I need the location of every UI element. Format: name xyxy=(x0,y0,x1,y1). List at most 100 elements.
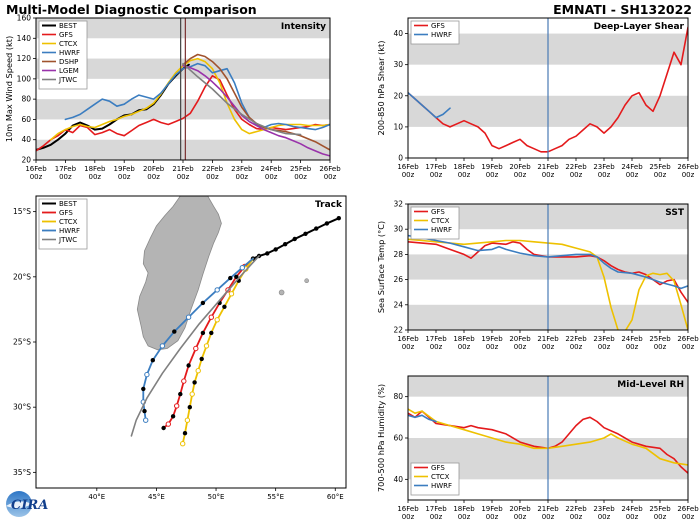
x-tick-label: 00z xyxy=(654,513,667,521)
x-tick-label: 24Feb xyxy=(261,165,283,173)
legend-label: HWRF xyxy=(59,49,80,57)
x-tick-label: 16Feb xyxy=(397,335,419,343)
legend-box xyxy=(410,462,460,496)
x-tick-label: 00z xyxy=(265,173,278,181)
track-point-hwrf xyxy=(214,287,220,293)
y-axis-title: 700-500 hPa Humidity (%) xyxy=(376,384,386,492)
track-point-gfs xyxy=(170,414,176,419)
cira-logo-text: CIRA xyxy=(11,498,48,513)
legend-label: DSHP xyxy=(59,58,78,66)
x-tick-label: 00z xyxy=(458,343,471,351)
y-tick-label: 60 xyxy=(21,115,31,124)
x-tick-label: 21Feb xyxy=(172,165,194,173)
x-tick-label: 23Feb xyxy=(593,505,615,513)
series-gfs xyxy=(36,75,330,152)
y-tick-label: 15°S xyxy=(13,207,31,216)
track-point-ctcx xyxy=(199,356,204,362)
series-jtwc xyxy=(182,62,302,136)
track-point-gfs xyxy=(174,403,180,409)
x-tick-label: 23Feb xyxy=(231,165,253,173)
track-point-ctcx xyxy=(222,304,227,309)
x-tick-label: 22Feb xyxy=(202,165,224,173)
y-tick-label: 0 xyxy=(398,154,403,163)
series-ctcx xyxy=(408,238,688,330)
x-tick-label: 00z xyxy=(30,173,43,181)
x-tick-label: 25Feb xyxy=(290,165,312,173)
y-tick-label: 40 xyxy=(393,29,403,38)
shaded-band xyxy=(36,99,330,120)
x-tick-label: 00z xyxy=(682,343,695,351)
track-point-best xyxy=(283,242,288,247)
track-point-hwrf xyxy=(159,343,166,349)
y-tick-label: 30 xyxy=(393,225,403,234)
x-tick-label: 19Feb xyxy=(481,163,503,171)
x-tick-label: 00z xyxy=(458,513,471,521)
x-tick-label: 17Feb xyxy=(55,165,77,173)
x-tick-label: 18Feb xyxy=(453,505,475,513)
cira-logo: CIRA xyxy=(4,489,54,523)
y-tick-label: 10 xyxy=(393,122,403,131)
x-tick-label: 25Feb xyxy=(649,505,671,513)
track-point-gfs xyxy=(234,274,239,279)
track-point-best xyxy=(265,251,270,256)
x-tick-label: 00z xyxy=(486,343,499,351)
track-point-ctcx xyxy=(184,417,191,423)
y-tick-label: 20°S xyxy=(13,272,31,281)
track-point-best xyxy=(303,231,308,236)
track-point-gfs xyxy=(165,421,172,427)
track-point-gfs xyxy=(181,378,187,384)
legend-label: GFS xyxy=(59,209,73,217)
x-tick-label: 00z xyxy=(514,513,527,521)
x-tick-label: 00z xyxy=(514,343,527,351)
series-ctcx xyxy=(181,257,254,445)
x-tick-label: 20Feb xyxy=(509,335,531,343)
cira-swoosh-icon xyxy=(6,501,32,509)
y-tick-label: 30 xyxy=(393,60,403,69)
track-point-ctcx xyxy=(180,441,186,447)
track-point-hwrf xyxy=(200,300,206,306)
x-tick-label: 00z xyxy=(89,173,102,181)
y-tick-label: 24 xyxy=(393,300,403,309)
legend-box xyxy=(38,20,88,90)
x-tick-label: 00z xyxy=(682,171,695,179)
track-point-best xyxy=(292,236,297,242)
track-point-gfs xyxy=(200,330,206,336)
panel-label: Track xyxy=(315,200,343,210)
x-tick-label: 24Feb xyxy=(621,505,643,513)
track-point-hwrf xyxy=(141,386,146,392)
panel-label: Deep-Layer Shear xyxy=(594,22,685,32)
x-tick-label: 00z xyxy=(324,173,337,181)
legend-label: HWRF xyxy=(431,226,452,234)
legend-label: BEST xyxy=(59,22,78,30)
legend-label: GFS xyxy=(431,464,445,472)
x-tick-label: 00z xyxy=(486,171,499,179)
shear-panel: 01020304016Feb00z17Feb00z18Feb00z19Feb00… xyxy=(376,17,699,179)
x-tick-label: 40°E xyxy=(88,493,105,501)
x-tick-label: 20Feb xyxy=(509,505,531,513)
x-tick-label: 00z xyxy=(570,343,583,351)
x-tick-label: 17Feb xyxy=(425,163,447,171)
y-tick-label: 80 xyxy=(21,95,31,104)
x-tick-label: 00z xyxy=(626,171,639,179)
y-axis-title: 200-850 hPa Shear (kt) xyxy=(376,41,386,136)
x-tick-label: 17Feb xyxy=(425,335,447,343)
x-tick-label: 18Feb xyxy=(84,165,106,173)
x-tick-label: 16Feb xyxy=(397,505,419,513)
intensity-panel: 2040608010012014016016Feb00z17Feb00z18Fe… xyxy=(4,14,341,182)
y-tick-label: 160 xyxy=(17,14,32,23)
x-tick-label: 26Feb xyxy=(319,165,341,173)
legend-label: GFS xyxy=(431,208,445,216)
y-tick-label: 20 xyxy=(393,91,403,100)
track-point-gfs xyxy=(193,345,199,352)
x-tick-label: 26Feb xyxy=(677,163,699,171)
y-tick-label: 32 xyxy=(393,200,403,209)
track-point-hwrf xyxy=(185,314,192,320)
track-point-ctcx xyxy=(189,391,195,397)
x-tick-label: 26Feb xyxy=(677,335,699,343)
track-point-hwrf xyxy=(150,358,155,363)
panel-label: SST xyxy=(665,208,685,218)
track-point-gfs xyxy=(186,363,191,368)
x-tick-label: 25Feb xyxy=(649,335,671,343)
x-tick-label: 21Feb xyxy=(537,163,559,171)
series-lgem xyxy=(182,64,330,157)
